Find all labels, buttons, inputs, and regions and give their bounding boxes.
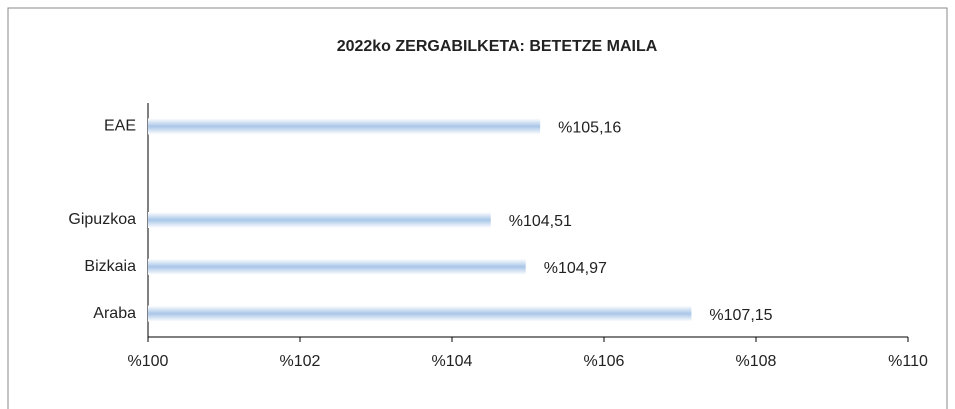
bar bbox=[148, 305, 692, 322]
y-tick-label: Araba bbox=[93, 305, 136, 322]
bar bbox=[148, 212, 491, 228]
value-label: %104,51 bbox=[509, 213, 572, 230]
x-tick-label: %104 bbox=[432, 353, 473, 370]
y-tick-label: Bizkaia bbox=[84, 258, 136, 275]
x-tick-label: %108 bbox=[736, 353, 777, 370]
x-tick-label: %100 bbox=[128, 353, 169, 370]
x-tick-label: %102 bbox=[280, 353, 321, 370]
value-label: %104,97 bbox=[544, 260, 607, 277]
x-tick-label: %110 bbox=[888, 353, 928, 370]
bar bbox=[148, 118, 541, 135]
y-tick-label: EAE bbox=[104, 118, 136, 135]
x-tick-label: %106 bbox=[584, 353, 625, 370]
value-label: %105,16 bbox=[558, 120, 621, 137]
chart-title: 2022ko ZERGABILKETA: BETETZE MAILA bbox=[337, 38, 658, 55]
value-label: %107,15 bbox=[709, 307, 772, 324]
bar bbox=[148, 258, 526, 275]
y-tick-label: Gipuzkoa bbox=[68, 211, 136, 228]
frame bbox=[7, 7, 948, 409]
